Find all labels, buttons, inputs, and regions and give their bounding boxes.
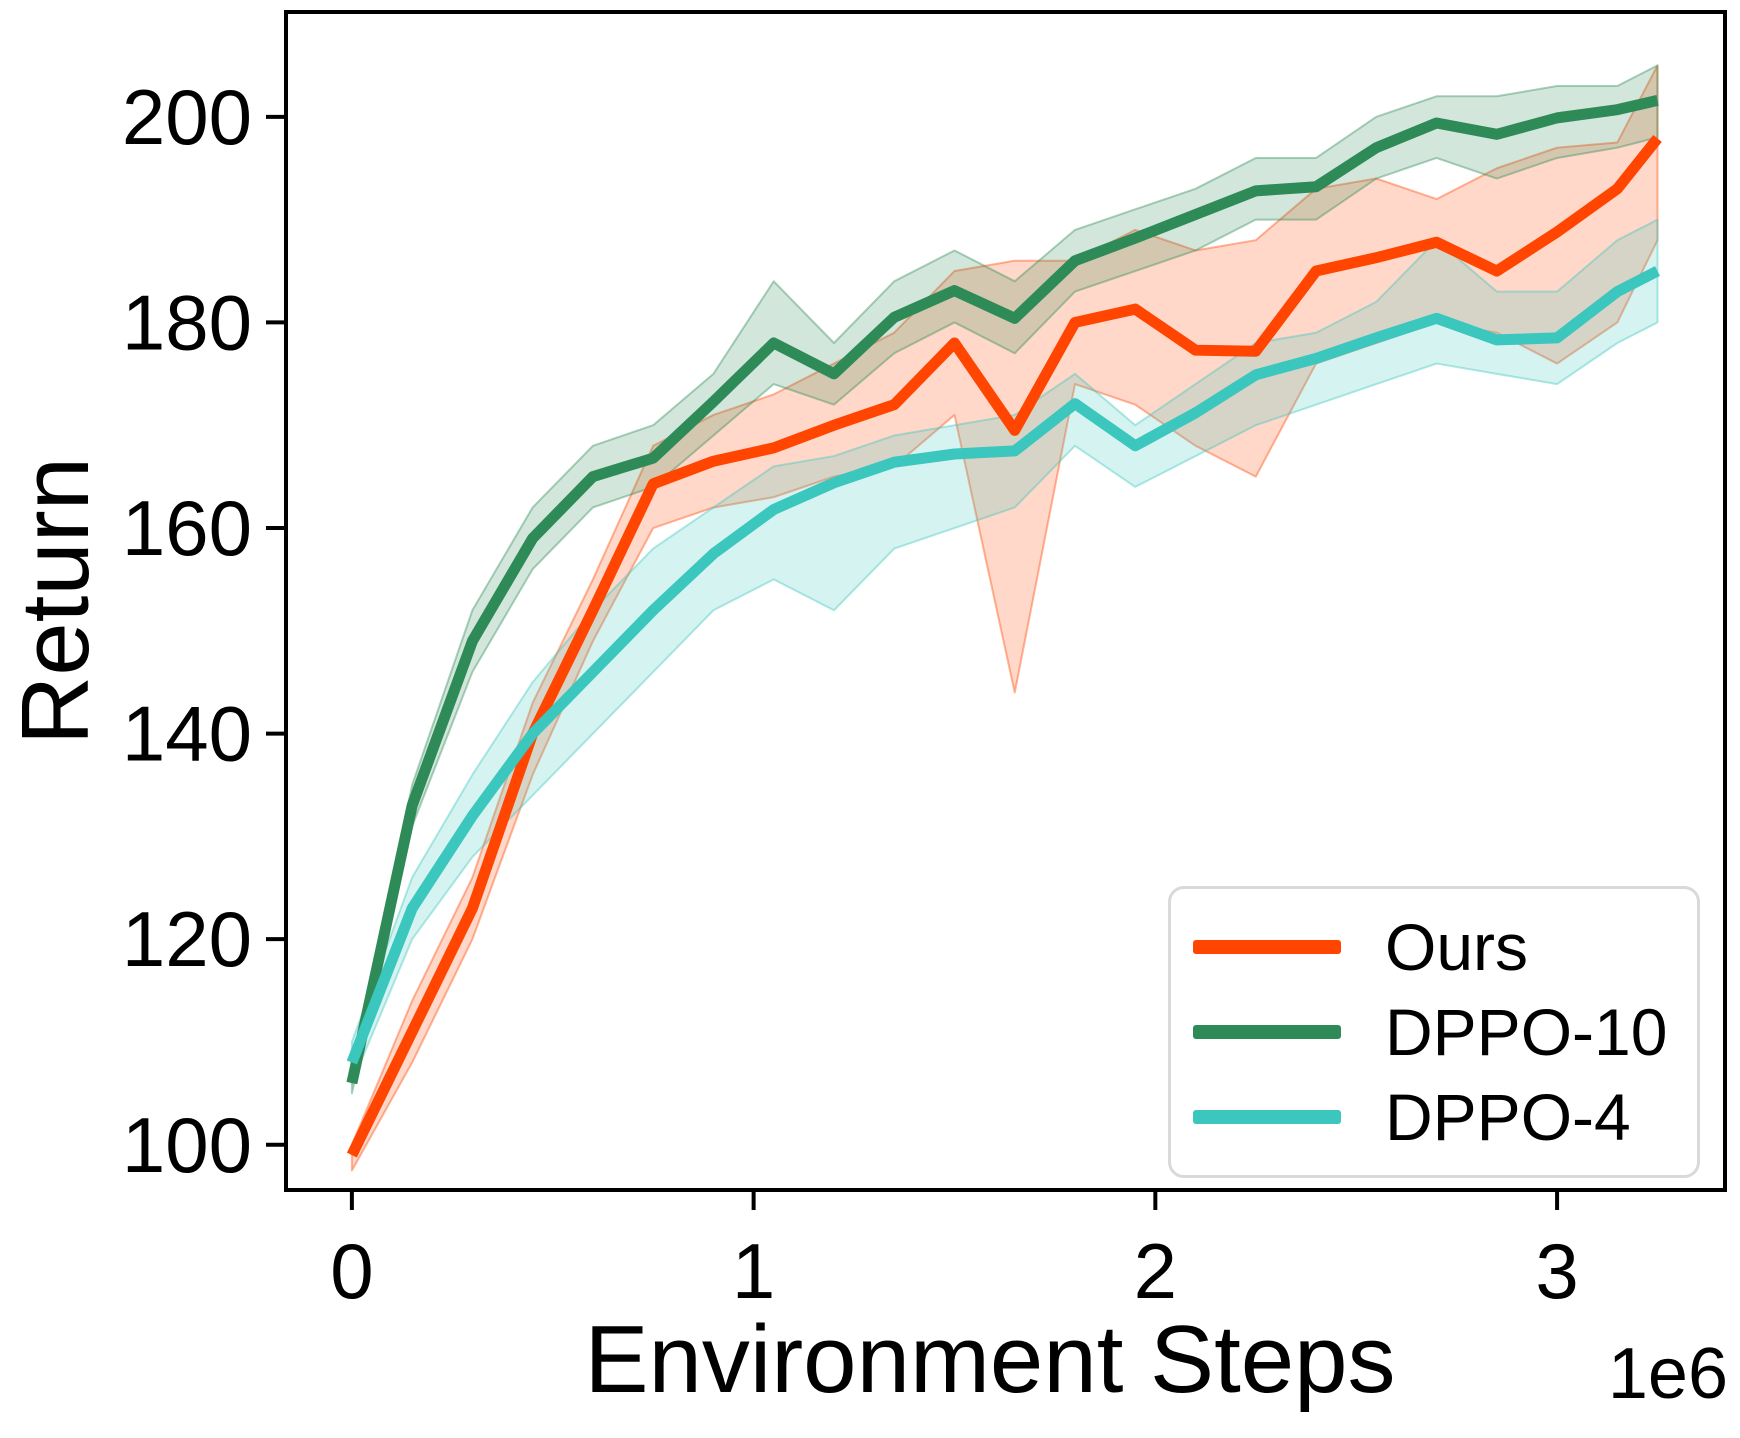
legend-item-ours: Ours	[1193, 914, 1687, 980]
legend: Ours DPPO-10 DPPO-4	[1168, 886, 1700, 1178]
x-offset-label: 1e6	[1608, 1334, 1728, 1414]
legend-item-dppo-10: DPPO-10	[1193, 999, 1687, 1065]
y-tick-label-120: 120	[122, 895, 252, 983]
x-tick-label-0: 0	[330, 1227, 373, 1315]
axes: 0 1 2 3 100 120 140 160 180 200	[122, 10, 1727, 1315]
legend-label-dppo-10: DPPO-10	[1385, 995, 1668, 1069]
legend-label-dppo-4: DPPO-4	[1385, 1080, 1631, 1154]
line-dppo-10	[346, 95, 1659, 1085]
band-dppo-10	[350, 64, 1659, 1095]
y-tick-label-200: 200	[122, 73, 252, 161]
line-dppo-4	[346, 266, 1661, 1065]
y-tick-label-100: 100	[122, 1101, 252, 1189]
y-tick-label-140: 140	[122, 690, 252, 778]
plot-border	[284, 10, 1727, 1192]
x-axis-label: Environment Steps	[584, 1306, 1395, 1413]
legend-swatch-dppo-4	[1193, 1110, 1341, 1124]
x-tick-label-1: 1	[732, 1227, 775, 1315]
legend-item-dppo-4: DPPO-4	[1193, 1084, 1687, 1150]
x-tick-label-3: 3	[1535, 1227, 1578, 1315]
legend-swatch-ours	[1193, 940, 1341, 954]
x-tick-label-2: 2	[1134, 1227, 1177, 1315]
legend-swatch-dppo-10	[1193, 1025, 1341, 1039]
y-tick-label-160: 160	[122, 484, 252, 572]
line-ours	[346, 135, 1662, 1158]
legend-label-ours: Ours	[1385, 910, 1529, 984]
y-axis-label: Return	[2, 457, 109, 745]
y-tick-label-180: 180	[122, 278, 252, 366]
series-lines	[346, 95, 1662, 1158]
band-ours	[350, 64, 1659, 1172]
